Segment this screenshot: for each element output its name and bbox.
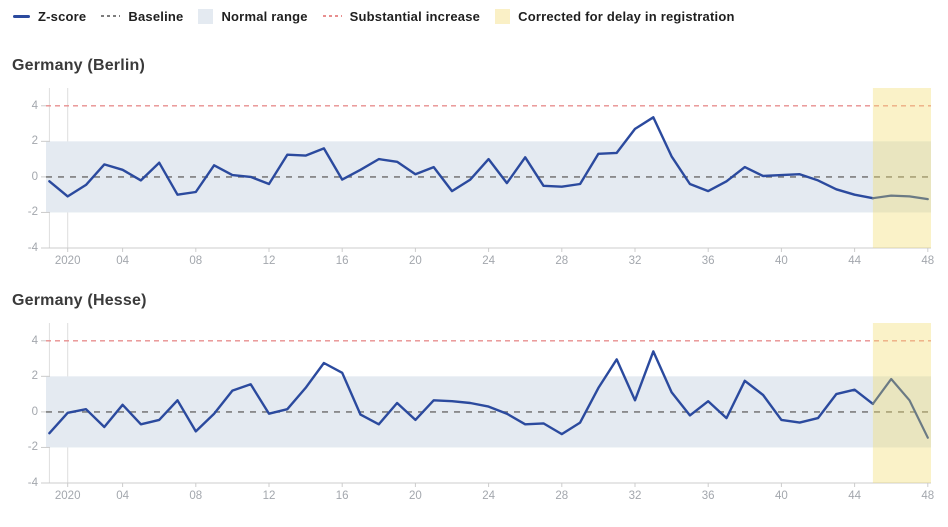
legend-label-zscore: Z-score	[38, 8, 87, 24]
zscore-line	[48, 116, 875, 200]
y-tick-label: 2	[31, 370, 38, 383]
y-tick-label: -2	[27, 206, 38, 219]
chart-germany-berlin: Germany (Berlin) 4 2 0 -2 -4 2020 04 08 12 16 20 24…	[0, 57, 948, 287]
chart-title-hesse: Germany (Hesse)	[12, 292, 147, 309]
x-tick-label: 12	[262, 490, 276, 502]
y-tick-label: -4	[27, 477, 38, 489]
legend-label-normal-range: Normal range	[221, 8, 308, 24]
legend-label-baseline: Baseline	[128, 8, 184, 24]
legend-label-corrected: Corrected for delay in registration	[518, 8, 735, 24]
x-tick-label: 28	[555, 255, 569, 267]
x-tick-label: 44	[848, 255, 861, 267]
x-tick-label: 2020	[54, 255, 81, 267]
substantial-increase-dash-icon	[322, 15, 342, 17]
legend-item-substantial-increase: Substantial increase	[322, 8, 481, 24]
x-tick-label: 2020	[54, 490, 81, 502]
x-tick-label: 16	[335, 490, 349, 502]
y-tick-label: 2	[31, 135, 38, 148]
x-tick-label: 44	[848, 490, 861, 502]
x-tick-label: 40	[774, 255, 788, 267]
legend-item-corrected: Corrected for delay in registration	[495, 8, 735, 24]
x-tick-label: 24	[482, 490, 495, 502]
zscore-line-corrected	[871, 377, 929, 439]
x-tick-label: 16	[335, 255, 349, 267]
y-tick-label: -2	[27, 441, 38, 454]
y-tick-label: 4	[31, 99, 38, 112]
chart-canvas	[41, 323, 931, 487]
x-tick-label: 48	[921, 490, 935, 502]
chart-germany-hesse: Germany (Hesse) 4 2 0 -2 -4 2020 04 08 12 16 20 24 2…	[0, 292, 948, 522]
chart-title-berlin: Germany (Berlin)	[12, 57, 146, 74]
x-tick-label: 04	[116, 490, 129, 502]
plot-area-berlin	[41, 88, 931, 252]
corrected-delay-band	[872, 88, 931, 248]
plot-area-hesse	[41, 323, 931, 487]
baseline-dash-icon	[101, 15, 121, 17]
chart-legend: Z-score Baseline Normal range Substantia…	[13, 6, 735, 26]
x-tick-label: 04	[116, 255, 129, 267]
legend-item-normal-range: Normal range	[198, 8, 308, 24]
x-tick-label: 08	[189, 490, 203, 502]
zscore-line-icon	[13, 14, 30, 18]
zscore-line	[48, 350, 875, 436]
x-tick-label: 36	[701, 490, 715, 502]
y-tick-label: 0	[31, 170, 38, 183]
x-tick-label: 48	[921, 255, 935, 267]
y-tick-label: 0	[31, 405, 38, 418]
legend-item-zscore: Z-score	[13, 9, 86, 24]
x-tick-label: 24	[482, 255, 495, 267]
x-tick-label: 12	[262, 255, 276, 267]
zscore-line-corrected	[871, 194, 929, 201]
x-tick-label: 40	[774, 490, 788, 502]
corrected-delay-band	[872, 323, 931, 483]
y-tick-label: 4	[31, 334, 38, 347]
x-tick-label: 08	[189, 255, 203, 267]
x-tick-label: 20	[408, 255, 422, 267]
chart-canvas	[41, 88, 931, 252]
normal-range-swatch-icon	[198, 8, 214, 24]
x-tick-label: 32	[628, 255, 642, 267]
legend-label-substantial-increase: Substantial increase	[349, 8, 481, 24]
x-tick-label: 32	[628, 490, 642, 502]
x-tick-label: 20	[408, 490, 422, 502]
x-tick-label: 28	[555, 490, 569, 502]
y-tick-label: -4	[27, 242, 38, 254]
x-tick-label: 36	[701, 255, 715, 267]
legend-item-baseline: Baseline	[101, 9, 183, 24]
corrected-swatch-icon	[495, 8, 511, 24]
